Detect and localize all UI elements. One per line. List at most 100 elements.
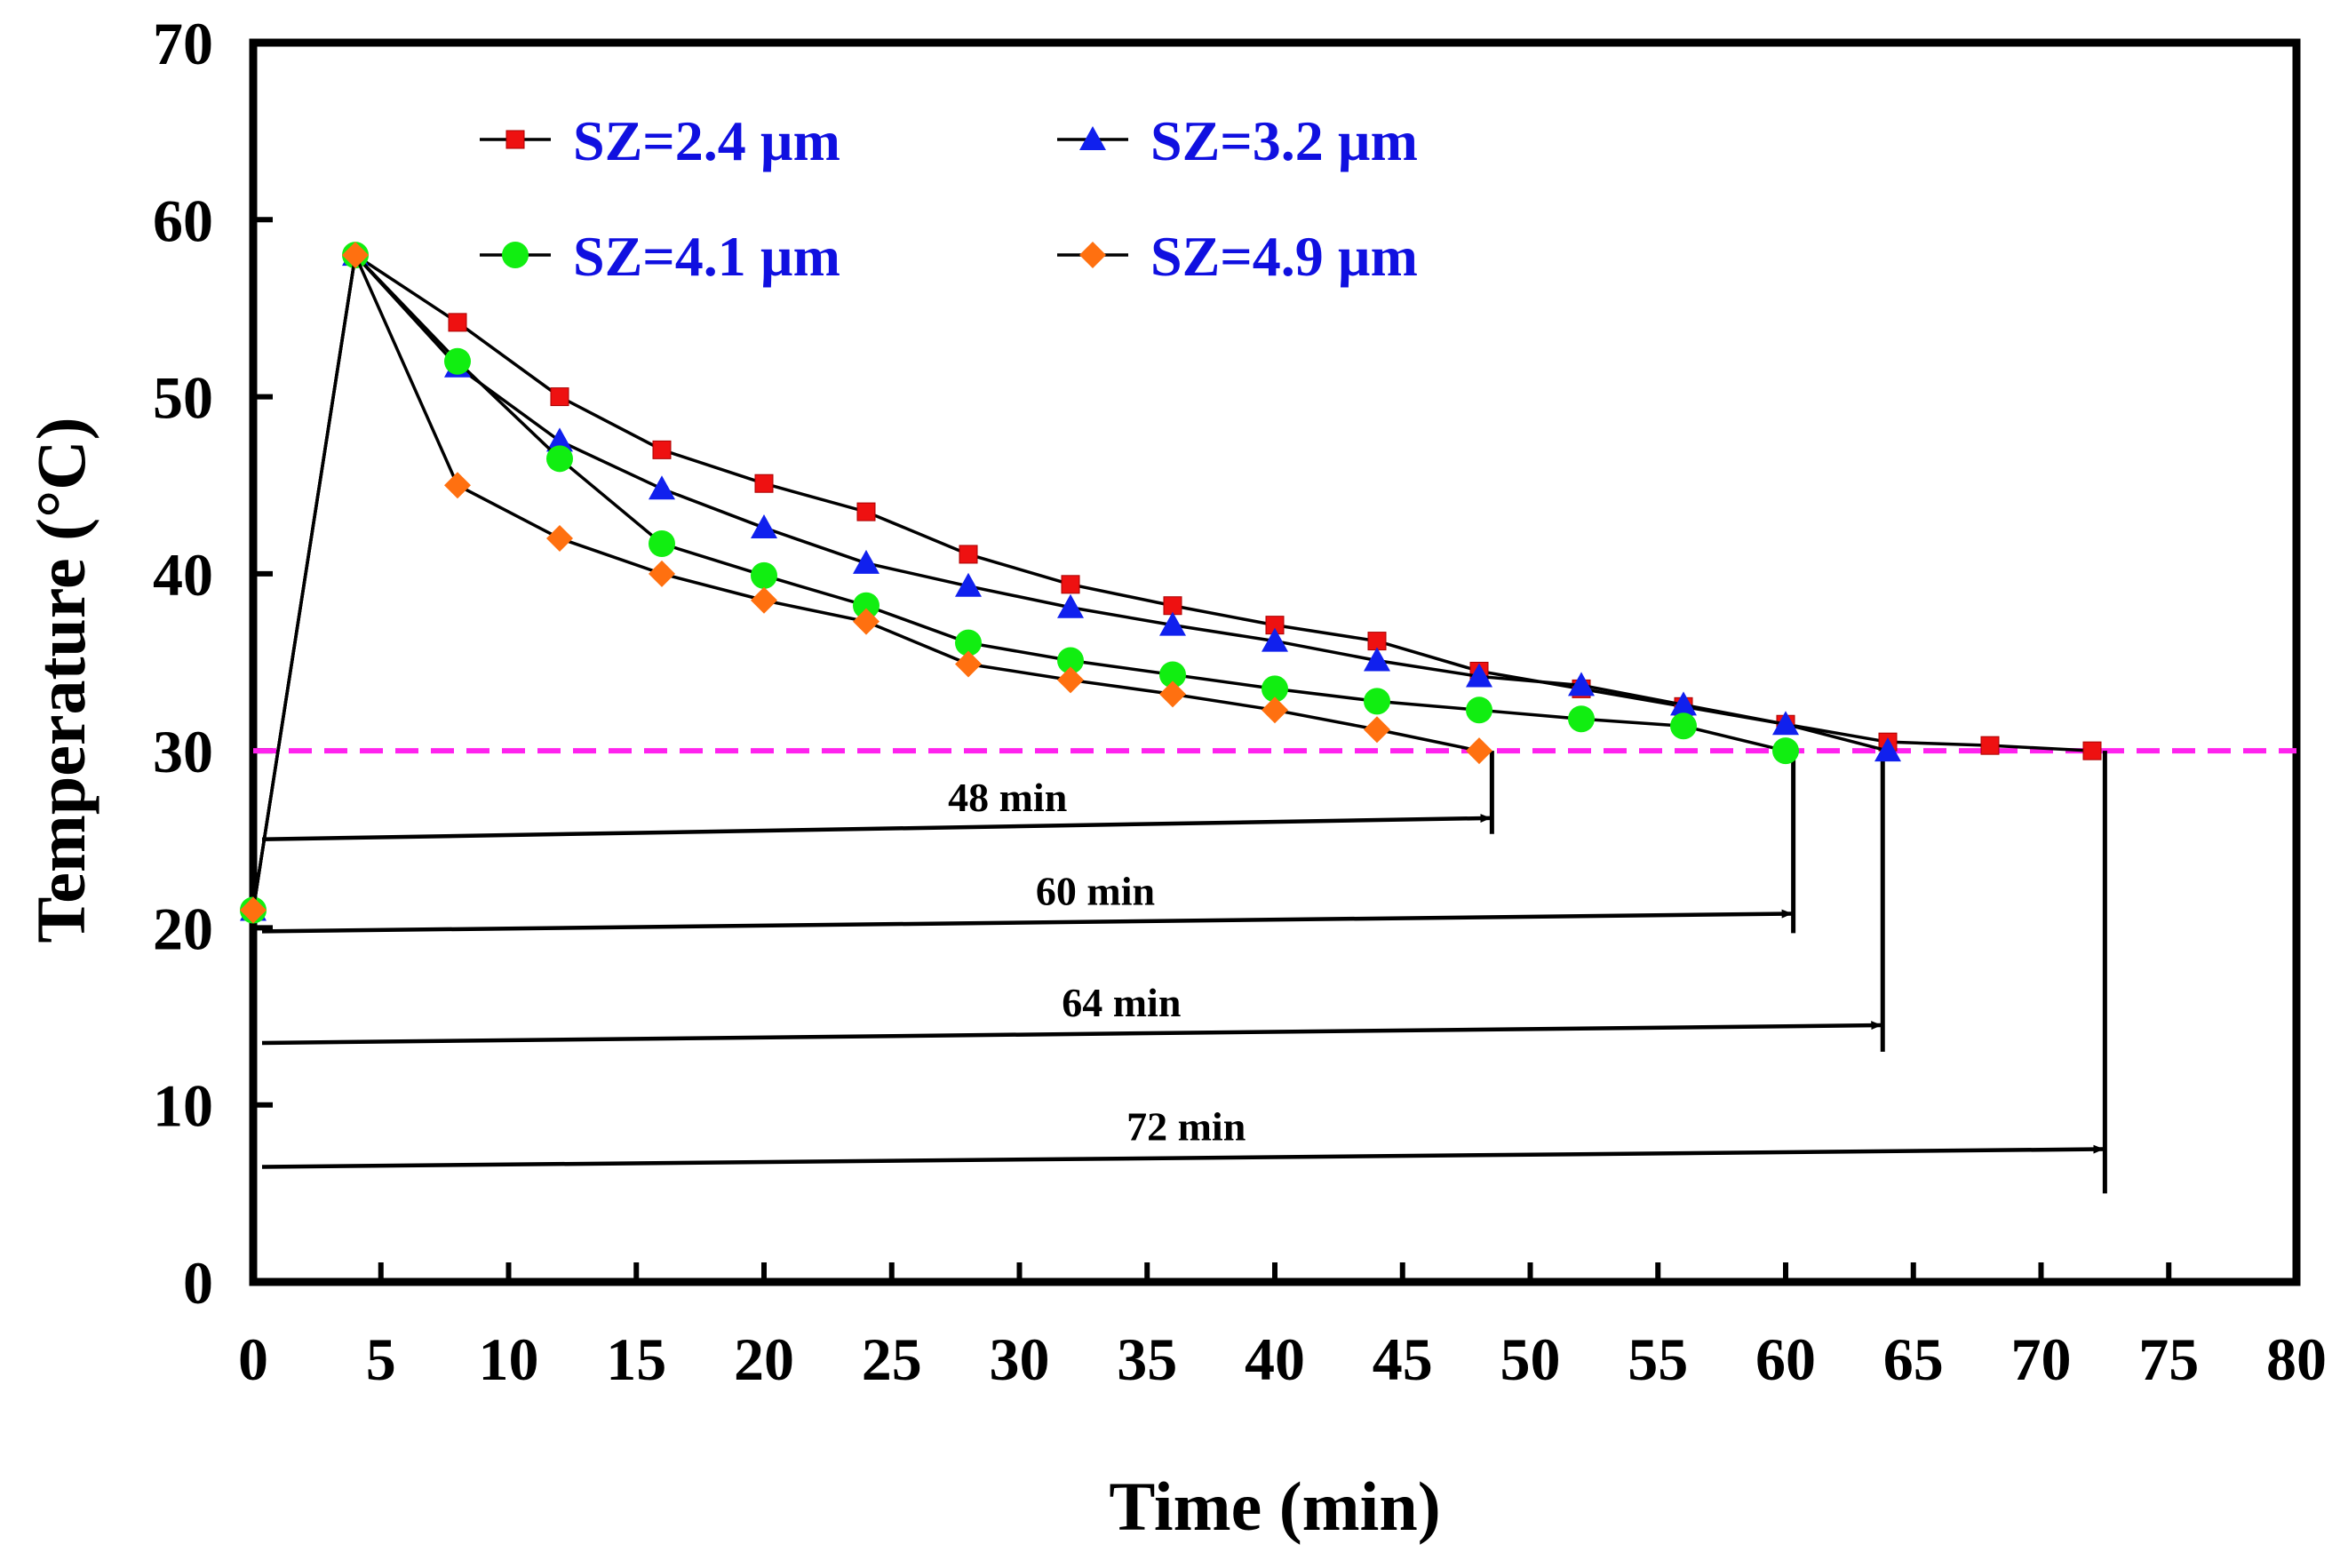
data-point (649, 529, 675, 557)
x-axis-title: Time (min) (1109, 1468, 1440, 1545)
series-line (251, 252, 2093, 911)
x-tick-label: 75 (2138, 1325, 2199, 1393)
data-point (1057, 593, 1084, 618)
y-tick-label: 20 (153, 895, 213, 962)
data-point (1057, 647, 1084, 674)
data-point (1568, 672, 1595, 696)
data-point (1159, 681, 1186, 708)
data-point (550, 387, 569, 407)
data-point (1262, 627, 1288, 652)
data-point (1772, 711, 1799, 736)
data-point (751, 586, 777, 614)
data-point (853, 592, 879, 619)
data-point (1466, 696, 1492, 724)
data-point (955, 650, 982, 678)
data-point (1980, 736, 2000, 755)
annotation-arrow (261, 909, 1793, 934)
x-tick-label: 50 (1500, 1325, 1561, 1393)
data-point (754, 474, 774, 493)
data-point (2082, 741, 2102, 760)
axis-ticks: 0 5 10 15 20 25 30 35 40 45 50 55 60 65 70 75 80 0 10 20 30 4… (153, 10, 2327, 1393)
data-point (652, 440, 672, 459)
data-point (1262, 696, 1288, 724)
data-point (1061, 575, 1080, 594)
x-tick-label: 60 (1755, 1325, 1816, 1393)
y-axis-title: Temperature (°C) (22, 417, 99, 943)
data-point (1466, 663, 1492, 688)
time-annotation: 48 min (261, 751, 1494, 842)
y-tick-label: 70 (153, 10, 213, 77)
data-point (546, 427, 573, 452)
data-point (959, 545, 978, 564)
data-point (342, 242, 369, 269)
data-point (853, 549, 879, 574)
data-point (1568, 705, 1595, 733)
y-tick-label: 0 (183, 1249, 213, 1317)
annotation-layer: 48 min 60 min 64 min 72 min (261, 751, 2107, 1194)
annotation-arrow (261, 814, 1492, 842)
data-point (505, 130, 525, 149)
data-point (502, 242, 529, 268)
data-point (955, 572, 982, 597)
data-point (955, 629, 982, 657)
series-3 (240, 242, 1799, 924)
legend-label: SZ=2.4 µm (573, 109, 840, 172)
data-point (1262, 675, 1288, 703)
y-tick-label: 10 (153, 1072, 213, 1140)
data-point (1159, 661, 1186, 688)
legend-label: SZ=4.1 µm (573, 225, 840, 288)
x-tick-label: 80 (2266, 1325, 2327, 1393)
series-1 (243, 245, 2102, 919)
data-point (1466, 737, 1492, 765)
data-point (444, 347, 471, 375)
annotation-label: 72 min (1126, 1104, 1246, 1150)
time-annotation: 72 min (261, 751, 2107, 1194)
series-line (251, 251, 1787, 911)
time-annotation: 64 min (261, 751, 1885, 1052)
data-point (1057, 666, 1084, 694)
x-tick-label: 55 (1628, 1325, 1688, 1393)
x-tick-label: 70 (2011, 1325, 2072, 1393)
x-tick-label: 0 (238, 1325, 268, 1393)
data-point (1670, 712, 1697, 740)
annotation-label: 48 min (948, 775, 1067, 820)
data-point (856, 502, 876, 521)
series-layer (240, 242, 2102, 924)
y-tick-label: 30 (153, 718, 213, 785)
y-tick-label: 60 (153, 187, 213, 254)
x-tick-label: 40 (1245, 1325, 1305, 1393)
data-point (1364, 716, 1390, 744)
data-point (1364, 688, 1390, 715)
annotation-arrow (261, 1144, 2105, 1169)
x-tick-label: 45 (1373, 1325, 1433, 1393)
data-point (444, 472, 471, 499)
series-line (251, 249, 1480, 911)
data-point (240, 896, 267, 924)
data-point (546, 445, 573, 473)
data-point (649, 475, 675, 500)
data-point (448, 313, 467, 332)
y-tick-label: 40 (153, 541, 213, 609)
data-point (649, 560, 675, 587)
data-point (1079, 126, 1106, 150)
x-tick-label: 15 (606, 1325, 666, 1393)
legend-label: SZ=3.2 µm (1150, 109, 1418, 172)
annotation-arrow (261, 1021, 1882, 1046)
data-point (1772, 737, 1799, 765)
x-tick-label: 5 (366, 1325, 396, 1393)
y-tick-label: 50 (153, 364, 213, 432)
series-4 (240, 242, 1492, 924)
x-tick-label: 65 (1883, 1325, 1944, 1393)
legend-item: SZ=2.4 µm (480, 109, 840, 172)
data-point (1079, 242, 1106, 268)
x-tick-label: 25 (862, 1325, 922, 1393)
time-annotation: 60 min (261, 751, 1796, 934)
x-tick-label: 20 (734, 1325, 794, 1393)
data-point (1159, 611, 1186, 636)
annotation-label: 64 min (1062, 980, 1181, 1025)
data-point (546, 525, 573, 552)
x-tick-label: 35 (1117, 1325, 1177, 1393)
data-point (1874, 737, 1901, 762)
data-point (751, 561, 777, 589)
